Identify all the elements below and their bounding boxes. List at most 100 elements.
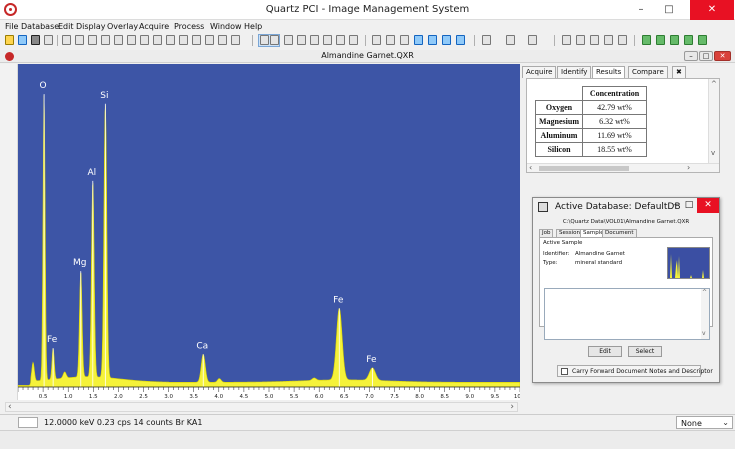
sphere-icon[interactable] [192, 35, 201, 45]
ruler-icon[interactable] [153, 35, 162, 45]
line-style-icon[interactable] [528, 35, 537, 45]
hash-icon[interactable] [349, 35, 358, 45]
results-hscrollbar[interactable]: ‹ › [527, 163, 719, 172]
menu-help[interactable]: Help [244, 22, 263, 31]
dialog-close-button[interactable]: ✕ [697, 198, 719, 213]
x-tick-label: 6.5 [340, 394, 349, 400]
scroll-right-icon[interactable]: › [510, 402, 514, 412]
view4-icon[interactable] [604, 35, 613, 45]
scroll-down-icon[interactable]: v [711, 149, 716, 157]
tab-compare[interactable]: Compare [628, 66, 668, 78]
doc-close-button[interactable]: ✕ [714, 51, 731, 61]
select-button[interactable]: Select [628, 346, 662, 357]
rect-select-icon[interactable] [284, 35, 293, 45]
up-icon[interactable] [684, 35, 693, 45]
pointer-icon[interactable] [260, 35, 269, 45]
rectangle-icon[interactable] [414, 35, 423, 45]
measure-icon[interactable] [75, 35, 84, 45]
scroll-left-icon[interactable]: ‹ [8, 402, 12, 412]
print-icon[interactable] [31, 35, 40, 45]
poly-select-icon[interactable] [310, 35, 319, 45]
x-tick-label: 2.5 [139, 394, 148, 400]
peak-label: Ca [196, 341, 208, 351]
doc-minimize-button[interactable]: – [684, 51, 698, 61]
scroll-up-icon[interactable]: ^ [702, 289, 708, 296]
dots-icon[interactable] [231, 35, 240, 45]
binoculars-icon[interactable] [114, 35, 123, 45]
menu-acquire[interactable]: Acquire [139, 22, 170, 31]
carry-forward-option[interactable]: Carry Forward Document Notes and Descrip… [557, 365, 713, 377]
dialog-minimize-button[interactable]: – [673, 200, 679, 210]
scroll-left-icon[interactable]: ‹ [529, 163, 533, 172]
close-button[interactable]: ✕ [690, 0, 734, 20]
menu-edit[interactable]: Edit [58, 22, 74, 31]
camera-icon[interactable] [618, 35, 627, 45]
ellipse-icon[interactable] [428, 35, 437, 45]
menu-display[interactable]: Display [76, 22, 106, 31]
mode-select[interactable]: None ⌄ [676, 416, 733, 429]
menu-overlay[interactable]: Overlay [107, 22, 139, 31]
spiral-icon[interactable] [205, 35, 214, 45]
menu-process[interactable]: Process [174, 22, 205, 31]
toolbar-separator [634, 35, 635, 46]
menu-database[interactable]: Database [21, 22, 60, 31]
down-icon[interactable] [698, 35, 707, 45]
zoom-icon[interactable] [270, 35, 279, 45]
results-vscrollbar[interactable]: ^ v [708, 79, 719, 163]
target-icon[interactable] [179, 35, 188, 45]
check-icon[interactable] [482, 35, 491, 45]
dialog-maximize-button[interactable]: □ [684, 200, 694, 210]
panel-close-icon[interactable]: ✖ [672, 66, 686, 78]
tab-job[interactable]: Job [539, 229, 554, 237]
ellipse-select-icon[interactable] [297, 35, 306, 45]
first-icon[interactable] [642, 35, 651, 45]
scroll-up-icon[interactable]: ^ [711, 80, 717, 88]
pencil-icon[interactable] [88, 35, 97, 45]
polygon-icon[interactable] [442, 35, 451, 45]
last-icon[interactable] [670, 35, 679, 45]
carry-forward-checkbox[interactable] [561, 368, 568, 375]
minimize-button[interactable]: – [638, 4, 644, 15]
freehand-icon[interactable] [456, 35, 465, 45]
tab-identify[interactable]: Identify [557, 66, 592, 78]
view2-icon[interactable] [576, 35, 585, 45]
scroll-thumb[interactable] [539, 166, 629, 171]
app-logo-icon[interactable] [4, 3, 17, 16]
play-icon[interactable] [656, 35, 665, 45]
notes-textarea[interactable]: ^ v [544, 288, 710, 340]
x-tick-label: 9.0 [465, 394, 474, 400]
spectrum-hscrollbar[interactable]: ‹ › [5, 402, 518, 412]
lasso-icon[interactable] [323, 35, 332, 45]
atom-icon[interactable] [127, 35, 136, 45]
lens-icon[interactable] [218, 35, 227, 45]
tab-results[interactable]: Results [592, 66, 626, 78]
tab-document[interactable]: Document [602, 229, 637, 237]
edit-button[interactable]: Edit [588, 346, 622, 357]
view3-icon[interactable] [590, 35, 599, 45]
stamp-icon[interactable] [166, 35, 175, 45]
text-icon[interactable] [372, 35, 381, 45]
tab-acquire[interactable]: Acquire [522, 66, 557, 78]
notes-scrollbar[interactable]: ^ v [701, 289, 709, 339]
scroll-right-icon[interactable]: › [687, 163, 691, 172]
eds-spectrum-plot[interactable]: O Fe Mg Al Si Ca Fe Fe 0.5 1.0 1.5 2.0 2.5 3.0 3.5 4.0 4… [18, 64, 520, 400]
scroll-down-icon[interactable]: v [702, 330, 706, 337]
line-icon[interactable] [386, 35, 395, 45]
color-icon[interactable] [506, 35, 515, 45]
grid-icon[interactable] [336, 35, 345, 45]
menu-file[interactable]: File [5, 22, 19, 31]
view1-icon[interactable] [562, 35, 571, 45]
save-icon[interactable] [18, 35, 27, 45]
doc-maximize-button[interactable]: □ [699, 51, 713, 61]
menu-window[interactable]: Window [210, 22, 242, 31]
triangle-icon[interactable] [140, 35, 149, 45]
document-icon[interactable] [5, 52, 14, 61]
tab-session[interactable]: Session [556, 229, 583, 237]
flask-icon[interactable] [62, 35, 71, 45]
copy-icon[interactable] [44, 35, 53, 45]
open-icon[interactable] [5, 35, 14, 45]
polyline-icon[interactable] [400, 35, 409, 45]
maximize-button[interactable]: □ [664, 4, 674, 15]
beaker-icon[interactable] [101, 35, 110, 45]
peak-label: Mg [73, 258, 86, 268]
